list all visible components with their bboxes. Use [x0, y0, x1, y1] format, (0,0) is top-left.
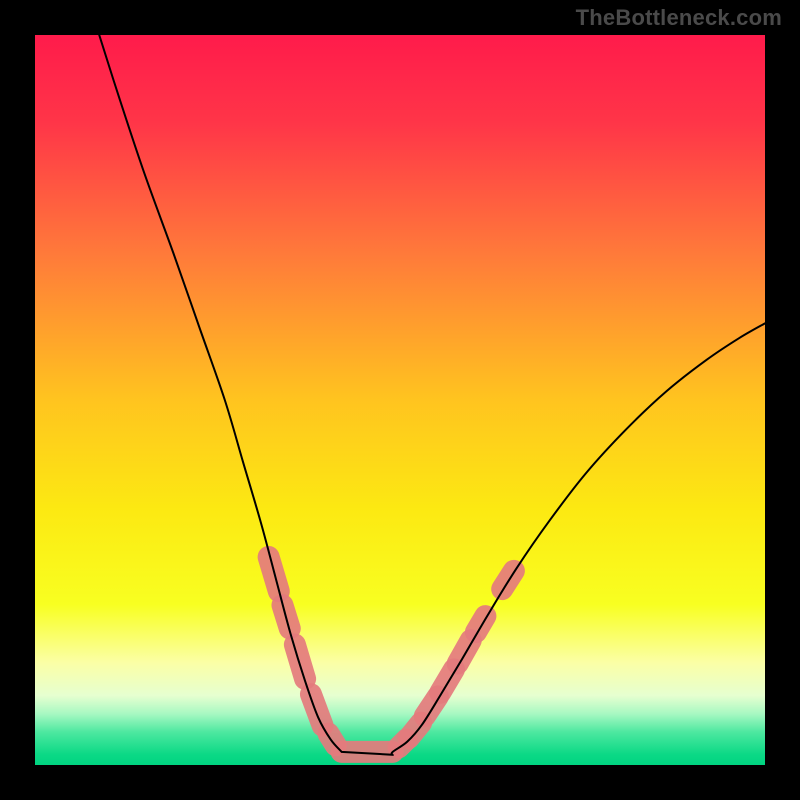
bottleneck-chart: [35, 35, 765, 765]
watermark-label: TheBottleneck.com: [576, 5, 782, 31]
plot-area: [35, 35, 765, 765]
chart-frame: TheBottleneck.com: [0, 0, 800, 800]
marker-segment: [476, 616, 485, 632]
marker-segment: [458, 640, 471, 663]
